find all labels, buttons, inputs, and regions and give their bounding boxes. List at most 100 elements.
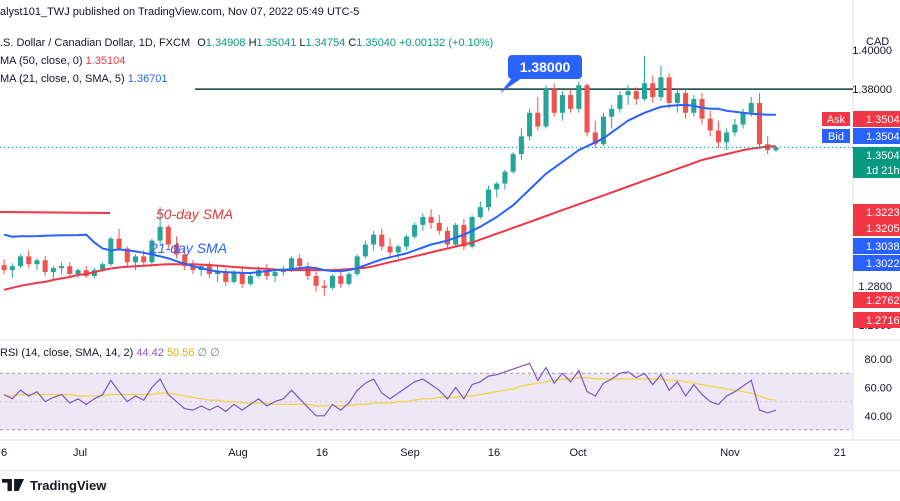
candle-body <box>715 130 721 143</box>
rsi-lines <box>0 362 853 417</box>
candle-body <box>100 264 106 271</box>
price-badge <box>853 111 900 127</box>
candle-body <box>75 270 81 275</box>
candle-body <box>740 112 746 125</box>
candle-body <box>272 272 278 276</box>
price-badge-text: 1.35040 <box>866 131 900 143</box>
level-callout[interactable]: 1.38000 <box>500 55 582 93</box>
candle-body <box>568 95 574 109</box>
candle-body <box>288 258 295 271</box>
candle-body <box>444 230 451 245</box>
price-badge-text: 1.32053 <box>866 223 900 235</box>
candle-body <box>658 77 664 98</box>
level-callout-box <box>508 55 582 79</box>
level-callout-pointer <box>500 78 522 93</box>
time-axis[interactable]: 6 Jul Aug 16 Sep 16 Oct Nov 21 <box>1 447 846 459</box>
close-value: 1.35040 <box>356 37 397 49</box>
candle-body <box>748 102 754 113</box>
sma50-annotation-line <box>0 211 111 214</box>
time-tick-label: 6 <box>1 447 7 459</box>
price-pane[interactable] <box>0 0 853 340</box>
sma50-legend-label: MA (50, close, 0) <box>0 55 83 67</box>
change-value: +0.00132 (+0.10%) <box>399 37 494 49</box>
candle-body <box>108 238 114 265</box>
sma50-annotation: 50-day SMA <box>156 206 233 222</box>
rsi-legend[interactable]: RSI (14, close, SMA, 14, 2) 44.42 50.56 … <box>0 346 220 359</box>
candle-body <box>485 189 492 208</box>
candle-body <box>683 93 689 113</box>
quote-label-box <box>822 129 850 143</box>
sma21-legend[interactable]: MA (21, close, 0, SMA, 5) 1.36701 <box>0 73 168 85</box>
rsi-sma-line <box>4 377 777 407</box>
candle-body <box>190 266 196 271</box>
sma21-legend-value: 1.36701 <box>127 73 168 85</box>
candle-body <box>9 266 15 271</box>
high-label: H <box>248 37 257 49</box>
candle-body <box>321 285 327 288</box>
candle-body <box>584 85 590 133</box>
candle-body <box>371 234 377 245</box>
price-badge-text: 1.30386 <box>866 241 900 253</box>
candle-body <box>34 260 40 265</box>
candle-body <box>559 95 565 113</box>
sma21-annotation: 21-day SMA <box>149 240 227 256</box>
rsi-legend-label: RSI (14, close, SMA, 14, 2) <box>0 347 134 359</box>
candle-body <box>157 226 163 241</box>
candle-body <box>59 266 65 269</box>
level-callout-text: 1.38000 <box>520 59 571 75</box>
rsi-tick-label: 80.00 <box>864 354 892 366</box>
price-badge-text: 1.32234 <box>866 207 900 219</box>
high-value: 1.35041 <box>256 37 297 49</box>
candle-body <box>149 240 155 263</box>
time-tick-label: 16 <box>316 447 328 459</box>
candle-body <box>247 276 253 284</box>
candle-body <box>182 254 188 267</box>
price-tick-label: 1.38000 <box>852 84 892 96</box>
quote-label: Bid <box>828 131 844 143</box>
sma50-line <box>3 145 776 291</box>
candle-body <box>535 112 541 127</box>
candle-body <box>724 132 730 143</box>
candle-body <box>641 83 648 99</box>
publisher-line: alyst101_TWJ published on TradingView.co… <box>0 6 359 18</box>
candle-body <box>502 171 508 184</box>
sma-lines <box>3 103 776 291</box>
symbol-name[interactable]: .S. Dollar / Canadian Dollar, 1D, FXCM <box>0 37 191 49</box>
sma50-legend[interactable]: MA (50, close, 0) 1.35104 <box>0 55 125 67</box>
candle-body <box>428 217 434 223</box>
candle-body <box>141 256 147 263</box>
candle-body <box>420 217 426 225</box>
candle-body <box>551 89 557 113</box>
tradingview-logo[interactable]: TradingView <box>2 478 106 493</box>
price-badge <box>853 220 900 236</box>
rsi-legend-icons: ∅ ∅ <box>197 347 220 359</box>
candle-body <box>633 91 639 99</box>
candle-body <box>223 272 229 282</box>
time-tick-label: 16 <box>488 447 500 459</box>
candle-body <box>609 108 615 117</box>
price-badge-text: 1.27627 <box>866 295 900 307</box>
candle-body <box>173 244 180 255</box>
candle-body <box>329 276 336 288</box>
sma21-legend-label: MA (21, close, 0, SMA, 5) <box>0 73 125 85</box>
chart-canvas[interactable]: 1.400001.380001.28001.2600AskBid1.350401… <box>0 0 900 470</box>
currency-label: CAD <box>866 36 890 48</box>
rsi-line <box>3 362 777 417</box>
price-badge-text: 1.35040 <box>866 150 900 162</box>
price-axis[interactable]: 1.400001.380001.28001.2600AskBid1.350401… <box>0 45 900 332</box>
candles <box>1 55 779 296</box>
candle-body <box>699 99 705 119</box>
candle-body <box>231 272 237 282</box>
price-badge <box>853 147 900 163</box>
symbol-legend[interactable]: .S. Dollar / Canadian Dollar, 1D, FXCM O… <box>0 37 493 49</box>
candle-body <box>666 77 672 103</box>
rsi-axis[interactable]: 80.00 60.00 40.00 <box>864 354 892 423</box>
candle-body <box>354 256 360 275</box>
time-tick-label: Nov <box>720 447 740 459</box>
candle-body <box>773 147 779 151</box>
time-tick-label: Sep <box>400 447 420 459</box>
open-value: 1.34908 <box>205 37 246 49</box>
price-badge <box>853 204 900 220</box>
price-badge <box>853 238 900 254</box>
candle-body <box>518 136 524 155</box>
